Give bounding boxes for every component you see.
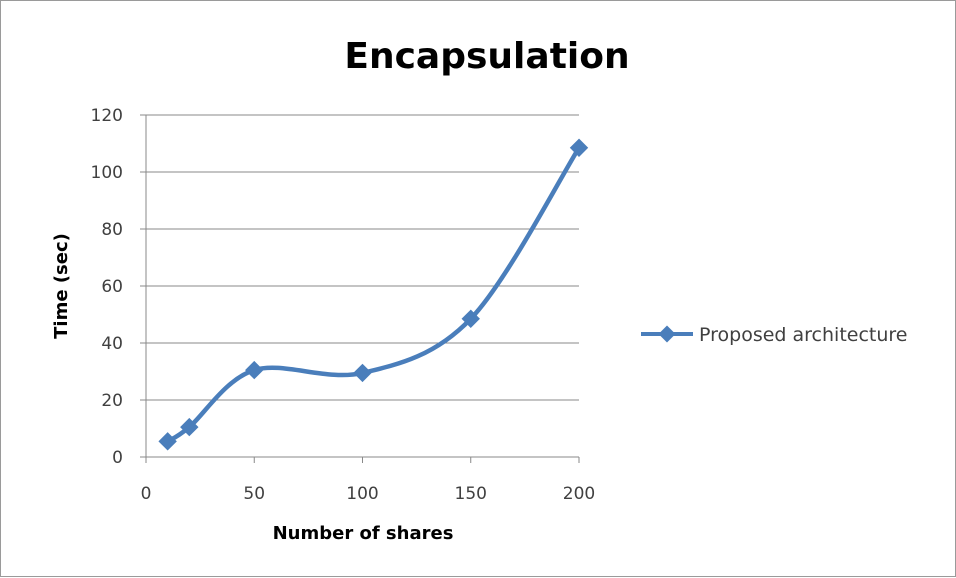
y-tick-label-60: 60 xyxy=(101,277,123,297)
y-tick-label-100: 100 xyxy=(91,163,123,183)
series-layer xyxy=(158,138,589,451)
x-axis-label: Number of shares xyxy=(273,523,454,544)
data-point-200 xyxy=(569,138,589,157)
legend-label: Proposed architecture xyxy=(699,324,907,346)
data-point-150 xyxy=(461,309,480,328)
legend-marker-diamond xyxy=(658,325,676,343)
data-point-50 xyxy=(245,360,264,380)
y-tick-label-20: 20 xyxy=(101,391,123,411)
y-axis-label: Time (sec) xyxy=(51,233,72,339)
y-tick-label-80: 80 xyxy=(101,220,123,240)
data-point-10 xyxy=(158,432,177,451)
x-tick-label-100: 100 xyxy=(346,484,378,504)
x-tick-label-150: 150 xyxy=(455,484,487,504)
legend: Proposed architecture xyxy=(641,324,907,346)
series-line-0 xyxy=(166,146,581,444)
y-tick-label-0: 0 xyxy=(112,448,123,468)
chart-title: Encapsulation xyxy=(344,36,629,77)
data-point-100 xyxy=(353,363,372,383)
y-tick-label-40: 40 xyxy=(101,334,123,354)
y-tick-label-120: 120 xyxy=(91,106,123,126)
x-tick-label-0: 0 xyxy=(141,484,152,504)
x-tick-label-200: 200 xyxy=(563,484,595,504)
x-axis-ticks: 0 50 100 150 200 xyxy=(141,457,595,504)
data-point-20 xyxy=(180,417,199,437)
y-axis-ticks: 0 20 40 60 80 100 120 xyxy=(91,106,146,468)
x-tick-label-50: 50 xyxy=(243,484,265,504)
grid-lines xyxy=(146,114,579,401)
